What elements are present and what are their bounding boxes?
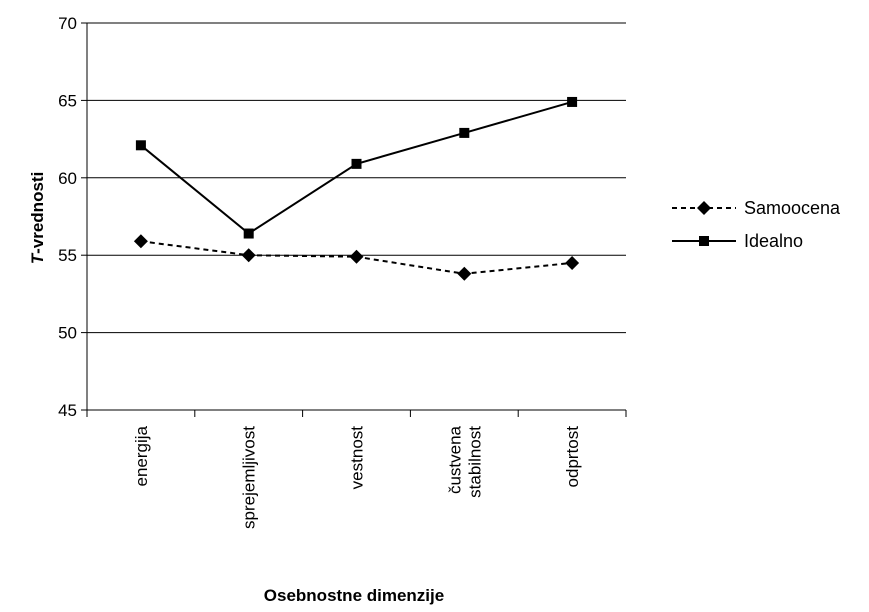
- legend-label: Idealno: [744, 231, 803, 251]
- square-marker: [699, 236, 709, 246]
- diamond-marker: [697, 201, 711, 215]
- square-marker: [136, 140, 146, 150]
- square-marker: [244, 229, 254, 239]
- x-tick-labels: energija sprejemljivost vestnost čustvena st…: [132, 425, 582, 529]
- square-marker: [352, 159, 362, 169]
- series-samoocena: [134, 234, 579, 281]
- legend-item: Samoocena: [672, 198, 841, 218]
- legend-item: Idealno: [672, 231, 803, 251]
- x-tick-label: sprejemljivost: [240, 426, 259, 529]
- y-tick-label: 55: [58, 246, 77, 265]
- series-group: [134, 97, 579, 281]
- y-tick-label: 50: [58, 324, 77, 343]
- diamond-marker: [457, 267, 471, 281]
- y-tick-labels: 45 50 55 60 65 70: [58, 14, 77, 420]
- x-tick-label-line: odprtost: [563, 426, 582, 488]
- x-tick-label: vestnost: [348, 426, 367, 490]
- x-tick-label-line: energija: [132, 425, 151, 486]
- legend: Samoocena Idealno: [672, 198, 841, 251]
- gridlines: [87, 23, 626, 333]
- x-tick-label-line: sprejemljivost: [240, 426, 259, 529]
- diamond-marker: [350, 250, 364, 264]
- x-tick-label-line: stabilnost: [465, 426, 484, 498]
- legend-label: Samoocena: [744, 198, 841, 218]
- x-axis-label: Osebnostne dimenzije: [264, 586, 444, 605]
- axes: [81, 23, 626, 417]
- x-tick-label: energija: [132, 425, 151, 486]
- y-axis-label: T-vrednosti: [28, 172, 47, 265]
- series-idealno: [136, 97, 577, 239]
- square-marker: [567, 97, 577, 107]
- x-tick-label: čustvena stabilnost: [445, 425, 484, 497]
- square-marker: [459, 128, 469, 138]
- y-tick-label: 65: [58, 91, 77, 110]
- x-tick-label-line: čustvena: [445, 425, 464, 494]
- x-tick-label: odprtost: [563, 426, 582, 488]
- diamond-marker: [565, 256, 579, 270]
- x-tick-label-line: vestnost: [348, 426, 367, 490]
- diamond-marker: [134, 234, 148, 248]
- y-tick-label: 70: [58, 14, 77, 33]
- y-axis-label-rest: -vrednosti: [28, 172, 47, 254]
- y-tick-label: 45: [58, 401, 77, 420]
- y-tick-label: 60: [58, 169, 77, 188]
- diamond-marker: [242, 248, 256, 262]
